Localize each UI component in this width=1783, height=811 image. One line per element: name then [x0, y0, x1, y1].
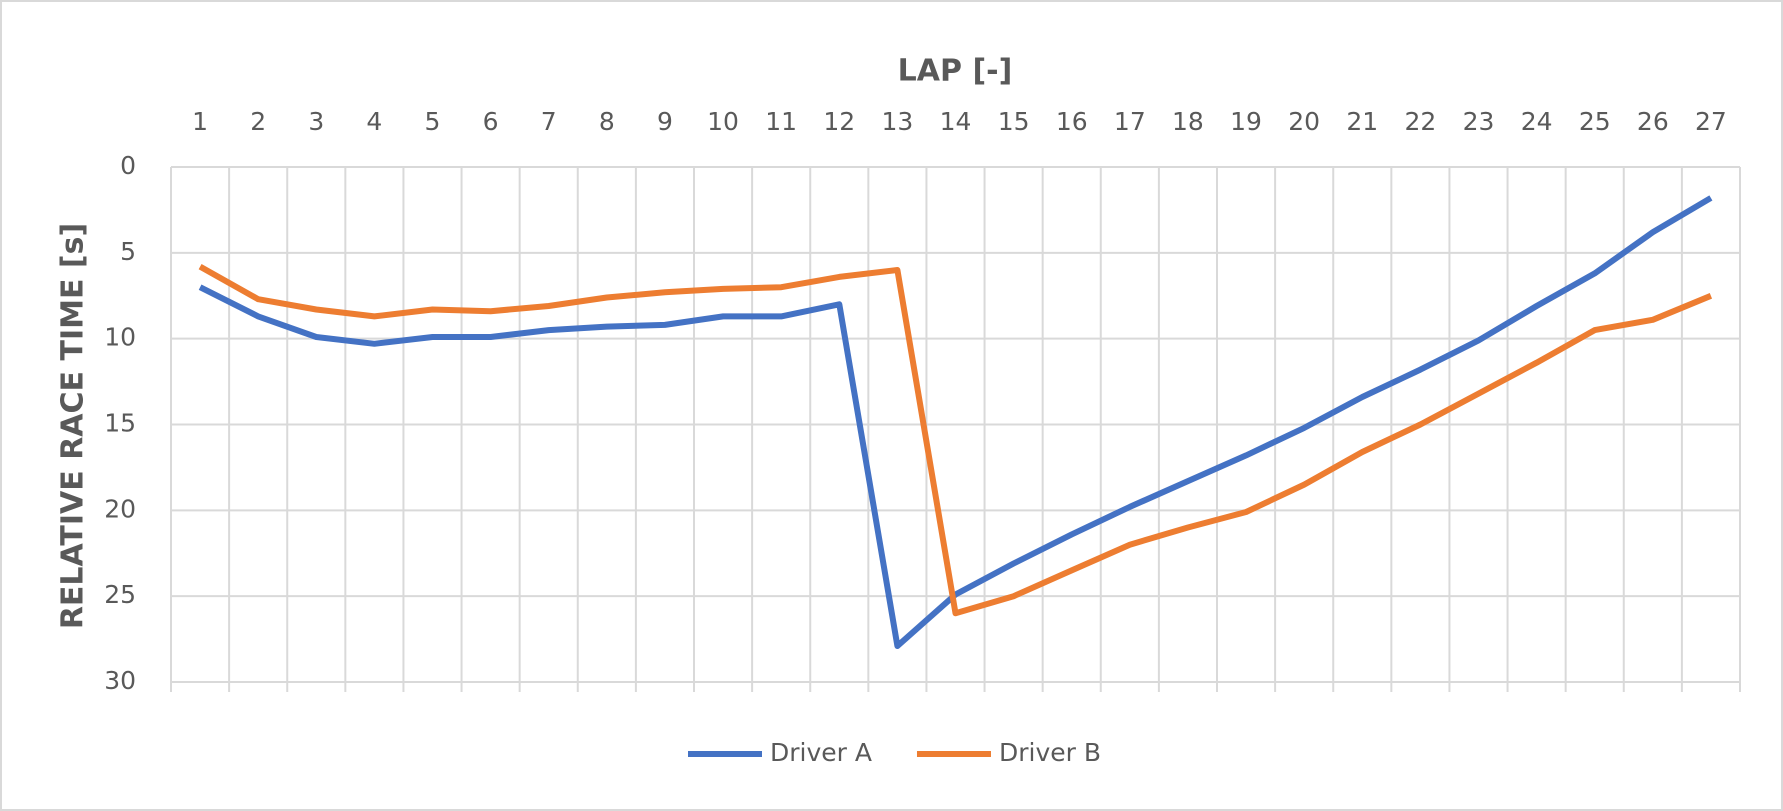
x-tick-label: 14 [940, 107, 972, 136]
x-tick-label: 27 [1695, 107, 1727, 136]
y-axis-title: RELATIVE RACE TIME [s] [56, 223, 91, 629]
x-tick-label: 21 [1346, 107, 1378, 136]
x-tick-label: 22 [1404, 107, 1436, 136]
x-tick-label: 7 [541, 107, 557, 136]
x-tick-label: 2 [250, 107, 266, 136]
x-tick-label: 24 [1521, 107, 1553, 136]
x-tick-label: 19 [1230, 107, 1262, 136]
series-line [198, 195, 1713, 649]
y-tick-label: 30 [104, 666, 136, 695]
x-tick-label: 1 [192, 107, 208, 136]
x-tick-label: 11 [765, 107, 797, 136]
series-line [198, 263, 1713, 617]
x-tick-label: 4 [366, 107, 382, 136]
x-tick-label: 12 [823, 107, 855, 136]
x-tick-label: 10 [707, 107, 739, 136]
x-tick-label: 9 [657, 107, 673, 136]
y-tick-label: 5 [120, 237, 136, 266]
y-tick-label: 20 [104, 494, 136, 523]
x-tick-label: 25 [1579, 107, 1611, 136]
legend-label: Driver A [770, 738, 872, 767]
x-tick-label: 26 [1637, 107, 1669, 136]
x-tick-label: 3 [308, 107, 324, 136]
x-tick-label: 6 [483, 107, 499, 136]
x-axis-title: LAP [-] [898, 54, 1013, 89]
x-tick-label: 8 [599, 107, 615, 136]
x-tick-label: 5 [425, 107, 441, 136]
x-tick-label: 13 [881, 107, 913, 136]
x-tick-label: 23 [1463, 107, 1495, 136]
y-tick-label: 10 [104, 323, 136, 352]
x-tick-label: 16 [1056, 107, 1088, 136]
x-tick-label: 15 [998, 107, 1030, 136]
y-tick-label: 15 [104, 409, 136, 438]
y-tick-label: 0 [120, 151, 136, 180]
legend-label: Driver B [999, 738, 1101, 767]
y-tick-label: 25 [104, 580, 136, 609]
x-tick-label: 18 [1172, 107, 1204, 136]
x-tick-label: 20 [1288, 107, 1320, 136]
x-tick-label: 17 [1114, 107, 1146, 136]
